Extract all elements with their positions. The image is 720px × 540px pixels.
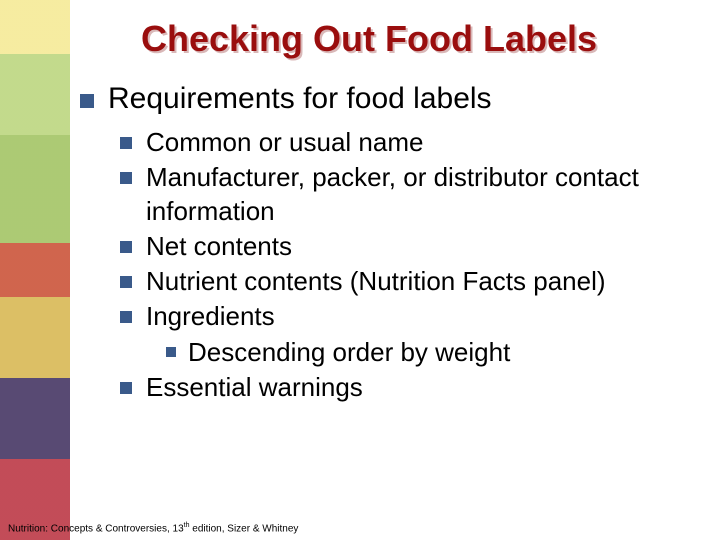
list-item-label: Manufacturer, packer, or distributor con… (146, 162, 639, 225)
list-item-label: Common or usual name (146, 127, 423, 157)
list-item: Common or usual name (120, 126, 700, 159)
slide-content: Checking Out Food Labels Requirements fo… (0, 0, 720, 540)
list-item-label: Essential warnings (146, 372, 363, 402)
list-item: Requirements for food labels Common or u… (78, 82, 700, 404)
list-item: Ingredients Descending order by weight (120, 300, 700, 369)
bullet-list-level2: Common or usual name Manufacturer, packe… (120, 126, 700, 404)
list-item: Net contents (120, 230, 700, 263)
list-item: Essential warnings (120, 371, 700, 404)
footer-citation: Nutrition: Concepts & Controversies, 13t… (8, 522, 298, 534)
list-item-label: Requirements for food labels (108, 82, 492, 115)
list-item: Descending order by weight (166, 336, 700, 369)
bullet-list-level3: Descending order by weight (166, 336, 700, 369)
bullet-list-level1: Requirements for food labels Common or u… (78, 82, 700, 404)
list-item-label: Nutrient contents (Nutrition Facts panel… (146, 266, 606, 296)
list-item: Manufacturer, packer, or distributor con… (120, 161, 700, 228)
list-item-label: Net contents (146, 231, 292, 261)
list-item: Nutrient contents (Nutrition Facts panel… (120, 265, 700, 298)
footer-text-prefix: Nutrition: Concepts & Controversies, 13 (8, 523, 184, 534)
footer-text-suffix: edition, Sizer & Whitney (189, 523, 298, 534)
slide-title: Checking Out Food Labels (38, 18, 700, 60)
list-item-label: Descending order by weight (188, 337, 510, 367)
list-item-label: Ingredients (146, 301, 275, 331)
